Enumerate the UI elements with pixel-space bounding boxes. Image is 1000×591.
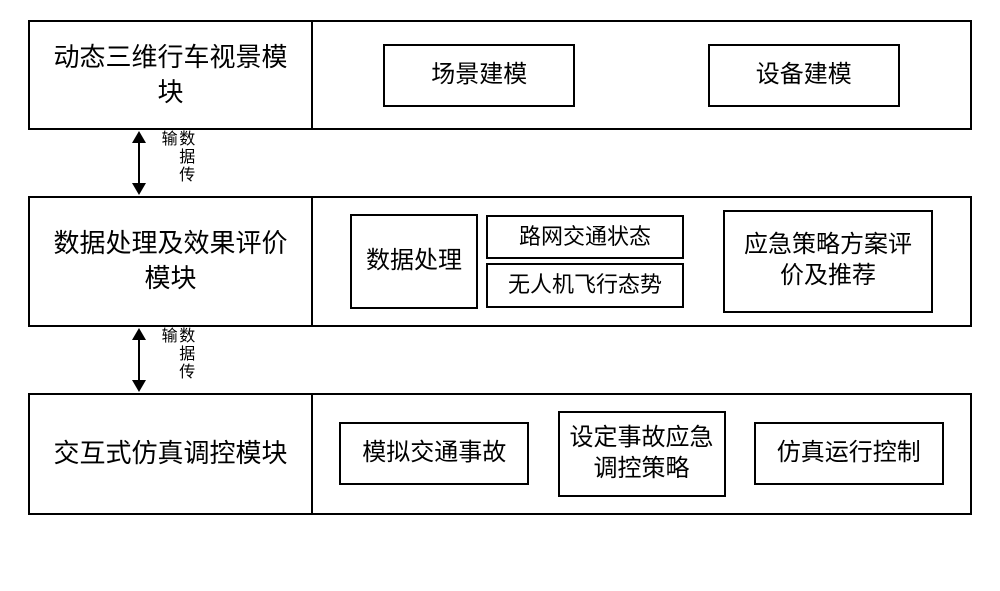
arrow-2 bbox=[138, 338, 140, 382]
row2-box-g1: 数据处理 bbox=[350, 214, 478, 309]
connector1-label: 数据传输 bbox=[158, 130, 193, 196]
row2-group: 数据处理 路网交通状态 无人机飞行态势 bbox=[350, 214, 684, 309]
row1-box-2: 设备建模 bbox=[708, 44, 900, 107]
row2-box-g2a: 路网交通状态 bbox=[486, 215, 684, 260]
connector-1: 数据传输 bbox=[138, 130, 972, 196]
row1-box-1: 场景建模 bbox=[383, 44, 575, 107]
row2-stack: 路网交通状态 无人机飞行态势 bbox=[486, 215, 684, 308]
row3-label: 交互式仿真调控模块 bbox=[30, 395, 313, 513]
row2-box-g3: 应急策略方案评价及推荐 bbox=[723, 210, 933, 312]
row-2: 数据处理及效果评价模块 数据处理 路网交通状态 无人机飞行态势 应急策略方案评价… bbox=[28, 196, 972, 326]
row2-box-g2b: 无人机飞行态势 bbox=[486, 263, 684, 308]
arrow-1 bbox=[138, 141, 140, 185]
row1-label: 动态三维行车视景模块 bbox=[30, 22, 313, 128]
row3-content: 模拟交通事故 设定事故应急调控策略 仿真运行控制 bbox=[313, 395, 970, 513]
row-3: 交互式仿真调控模块 模拟交通事故 设定事故应急调控策略 仿真运行控制 bbox=[28, 393, 972, 515]
connector-2: 数据传输 bbox=[138, 327, 972, 393]
row1-content: 场景建模 设备建模 bbox=[313, 22, 970, 128]
row3-box-1: 模拟交通事故 bbox=[339, 422, 529, 485]
row-1: 动态三维行车视景模块 场景建模 设备建模 bbox=[28, 20, 972, 130]
connector2-label: 数据传输 bbox=[158, 327, 193, 393]
row3-box-3: 仿真运行控制 bbox=[754, 422, 944, 485]
row3-box-2: 设定事故应急调控策略 bbox=[558, 411, 726, 497]
row2-label: 数据处理及效果评价模块 bbox=[30, 198, 313, 324]
row2-content: 数据处理 路网交通状态 无人机飞行态势 应急策略方案评价及推荐 bbox=[313, 198, 970, 324]
